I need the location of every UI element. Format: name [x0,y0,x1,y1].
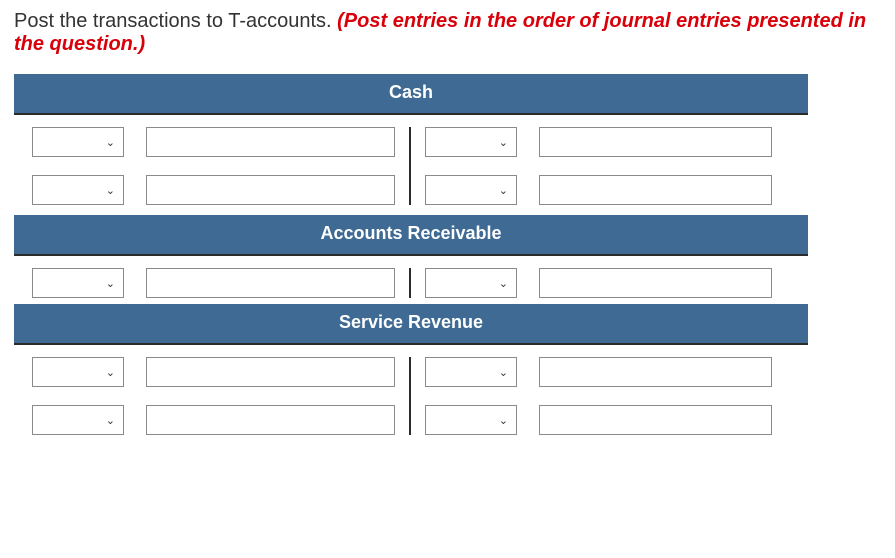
chevron-down-icon: ⌄ [499,414,508,427]
account-header-cash: Cash [14,74,808,115]
amount-input[interactable] [146,405,395,435]
amount-input[interactable] [539,357,772,387]
ar-credit-side: ⌄ [411,268,808,298]
chevron-down-icon: ⌄ [499,184,508,197]
entry-row: ⌄ [32,175,395,205]
entry-row: ⌄ [425,268,772,298]
chevron-down-icon: ⌄ [499,366,508,379]
entry-row: ⌄ [32,268,395,298]
chevron-down-icon: ⌄ [499,277,508,290]
amount-input[interactable] [146,357,395,387]
amount-input[interactable] [539,405,772,435]
sr-debit-side: ⌄ ⌄ [14,357,411,435]
chevron-down-icon: ⌄ [106,366,115,379]
amount-input[interactable] [539,175,772,205]
chevron-down-icon: ⌄ [499,136,508,149]
date-dropdown[interactable]: ⌄ [425,268,517,298]
account-body-ar: ⌄ ⌄ [14,256,808,304]
instruction-normal: Post the transactions to T-accounts. [14,10,337,32]
chevron-down-icon: ⌄ [106,184,115,197]
sr-credit-side: ⌄ ⌄ [411,357,808,435]
date-dropdown[interactable]: ⌄ [425,175,517,205]
date-dropdown[interactable]: ⌄ [32,405,124,435]
cash-debit-side: ⌄ ⌄ [14,127,411,205]
date-dropdown[interactable]: ⌄ [32,268,124,298]
entry-row: ⌄ [425,405,772,435]
entry-row: ⌄ [32,357,395,387]
entry-row: ⌄ [425,357,772,387]
t-account-container: Cash ⌄ ⌄ ⌄ ⌄ Accounts Receivable [14,74,808,445]
amount-input[interactable] [539,127,772,157]
date-dropdown[interactable]: ⌄ [425,357,517,387]
amount-input[interactable] [146,175,395,205]
amount-input[interactable] [146,268,395,298]
chevron-down-icon: ⌄ [106,414,115,427]
date-dropdown[interactable]: ⌄ [425,127,517,157]
chevron-down-icon: ⌄ [106,277,115,290]
date-dropdown[interactable]: ⌄ [425,405,517,435]
instruction-text: Post the transactions to T-accounts. (Po… [14,10,881,56]
account-body-sr: ⌄ ⌄ ⌄ ⌄ [14,345,808,445]
date-dropdown[interactable]: ⌄ [32,357,124,387]
entry-row: ⌄ [32,405,395,435]
amount-input[interactable] [146,127,395,157]
date-dropdown[interactable]: ⌄ [32,127,124,157]
chevron-down-icon: ⌄ [106,136,115,149]
ar-debit-side: ⌄ [14,268,411,298]
amount-input[interactable] [539,268,772,298]
account-body-cash: ⌄ ⌄ ⌄ ⌄ [14,115,808,215]
entry-row: ⌄ [425,127,772,157]
account-header-sr: Service Revenue [14,304,808,345]
entry-row: ⌄ [425,175,772,205]
account-header-ar: Accounts Receivable [14,215,808,256]
date-dropdown[interactable]: ⌄ [32,175,124,205]
cash-credit-side: ⌄ ⌄ [411,127,808,205]
entry-row: ⌄ [32,127,395,157]
